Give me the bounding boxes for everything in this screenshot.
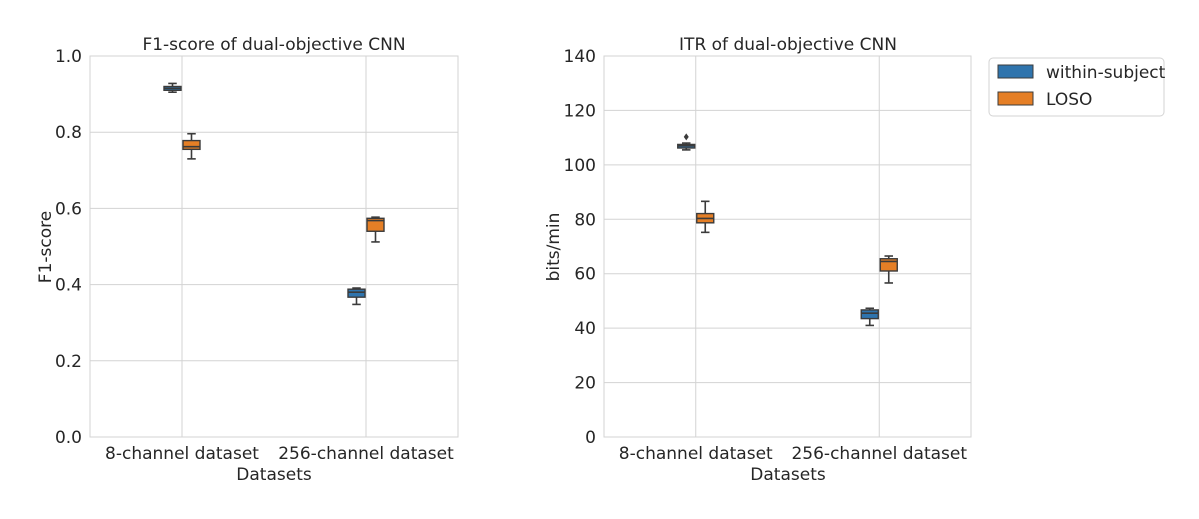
f1-y-tick-label: 0.6 bbox=[55, 199, 82, 219]
outlier-point bbox=[683, 133, 689, 141]
itr-y-tick-label: 60 bbox=[574, 265, 596, 285]
itr-y-tick-label: 120 bbox=[564, 101, 596, 121]
itr-y-tick-label: 20 bbox=[574, 374, 596, 394]
legend-label-within-subject: within-subject bbox=[1046, 63, 1166, 83]
itr-y-tick-label: 0 bbox=[585, 428, 596, 448]
itr-y-tick-label: 40 bbox=[574, 319, 596, 339]
itr-plot-border bbox=[603, 55, 972, 438]
box-iqr bbox=[860, 309, 879, 320]
itr-box-loso-8-channel bbox=[696, 200, 715, 234]
itr-y-tick-label: 80 bbox=[574, 210, 596, 230]
f1-y-tick-label: 0.4 bbox=[55, 276, 82, 296]
legend-swatch-loso bbox=[997, 91, 1034, 106]
box-iqr bbox=[366, 217, 385, 232]
f1-plot-area bbox=[90, 56, 458, 437]
itr-box-loso-256-channel bbox=[879, 255, 898, 284]
f1-box-within-subject-8-channel bbox=[163, 82, 182, 93]
itr-y-axis-label: bits/min bbox=[544, 213, 564, 282]
itr-chart-title: ITR of dual-objective CNN bbox=[679, 35, 897, 55]
f1-x-tick-label-256-channel: 256-channel dataset bbox=[278, 444, 454, 464]
itr-plot-area bbox=[604, 56, 971, 437]
f1-box-loso-256-channel bbox=[366, 216, 385, 243]
box-iqr bbox=[879, 258, 898, 272]
itr-x-tick-label-8-channel: 8-channel dataset bbox=[619, 444, 773, 464]
f1-box-loso-8-channel bbox=[182, 132, 201, 160]
f1-plot-border bbox=[89, 55, 459, 438]
f1-y-tick-label: 0.8 bbox=[55, 123, 82, 143]
legend-swatch-within-subject bbox=[997, 64, 1034, 79]
f1-y-axis-label: F1-score bbox=[36, 211, 56, 283]
itr-y-tick-label: 100 bbox=[564, 156, 596, 176]
itr-box-within-subject-8-channel bbox=[677, 133, 696, 151]
legend-label-loso: LOSO bbox=[1046, 90, 1092, 110]
f1-score-panel: 0.0 0.2 0.4 0.6 0.8 1.0 8-channel dataset 256-c… bbox=[36, 35, 459, 485]
f1-y-tick-label: 1.0 bbox=[55, 47, 82, 67]
f1-y-tick-label: 0.2 bbox=[55, 352, 82, 372]
itr-box-within-subject-256-channel bbox=[860, 307, 879, 327]
itr-x-axis-label: Datasets bbox=[750, 465, 826, 485]
f1-chart-title: F1-score of dual-objective CNN bbox=[142, 35, 405, 55]
itr-x-tick-label-256-channel: 256-channel dataset bbox=[791, 444, 967, 464]
itr-panel: 0 20 40 60 80 100 120 140 8-channel dataset 256-c… bbox=[544, 35, 972, 485]
f1-box-within-subject-256-channel bbox=[347, 287, 366, 306]
f1-y-tick-label: 0.0 bbox=[55, 428, 82, 448]
legend: within-subject LOSO bbox=[988, 57, 1166, 117]
box-iqr bbox=[182, 139, 201, 151]
itr-y-tick-label: 140 bbox=[564, 47, 596, 67]
box-iqr bbox=[347, 288, 366, 298]
f1-x-tick-label-8-channel: 8-channel dataset bbox=[105, 444, 259, 464]
f1-x-axis-label: Datasets bbox=[236, 465, 312, 485]
